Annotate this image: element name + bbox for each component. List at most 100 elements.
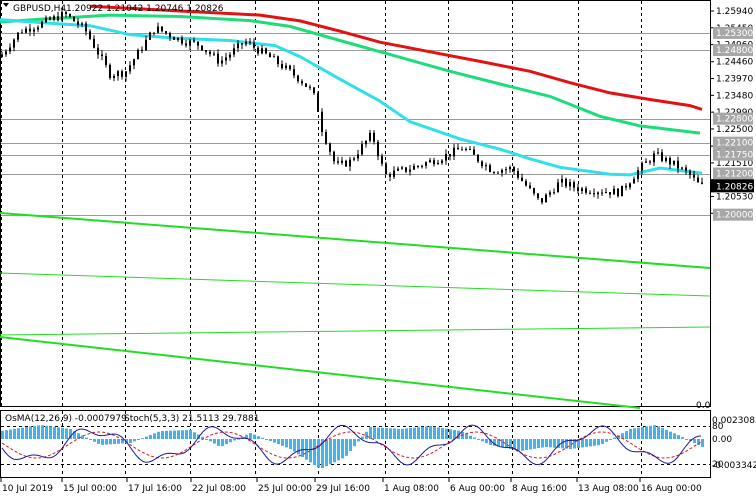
- osma-bar: [577, 439, 580, 448]
- candle-body: [185, 43, 187, 46]
- level-price-label: 1.22800: [716, 115, 753, 125]
- osma-bar: [337, 439, 340, 461]
- osma-bar: [557, 439, 560, 449]
- osma-bar: [153, 433, 156, 439]
- osma-bar: [173, 430, 176, 439]
- osma-bar: [77, 433, 80, 439]
- time-tick-label: 29 Jul 16:00: [316, 484, 370, 494]
- osma-bar: [5, 430, 8, 439]
- candle-body: [333, 151, 335, 162]
- candle-body: [661, 152, 663, 161]
- candle-body: [73, 16, 75, 22]
- candle-body: [357, 154, 359, 159]
- osma-bar: [409, 428, 412, 439]
- osma-bar: [509, 439, 512, 449]
- osma-bar: [65, 428, 68, 439]
- osma-bar: [377, 427, 380, 439]
- candle-body: [461, 149, 463, 151]
- candle-body: [69, 14, 71, 17]
- dropdown-arrow-icon: [3, 3, 9, 7]
- time-tick-label: 6 Aug 00:00: [450, 484, 505, 494]
- osma-bar: [669, 431, 672, 439]
- osma-bar: [257, 436, 260, 439]
- channel-mid-upper-line: [0, 272, 711, 297]
- candle-body: [25, 28, 27, 33]
- osma-bar: [261, 437, 264, 439]
- candle-body: [77, 21, 79, 25]
- price-axis[interactable]: 1.259401.254501.249601.244601.239701.234…: [696, 7, 754, 411]
- candle-body: [173, 37, 175, 40]
- osma-bar: [445, 428, 448, 439]
- candle-body: [29, 28, 31, 32]
- candle-body: [193, 40, 195, 42]
- osma-bar: [121, 439, 124, 444]
- candle-body: [497, 172, 499, 174]
- osma-bar: [233, 439, 236, 441]
- candle-body: [45, 17, 47, 22]
- osma-bar: [265, 439, 268, 440]
- price-candles: [1, 9, 703, 205]
- candle-body: [309, 86, 311, 88]
- osma-bar: [145, 436, 148, 439]
- osma-bar: [397, 428, 400, 439]
- candle-body: [493, 171, 495, 173]
- osma-bar: [357, 439, 360, 442]
- candle-body: [477, 154, 479, 162]
- osma-bar: [13, 428, 16, 439]
- osma-bar: [393, 428, 396, 439]
- candle-body: [393, 170, 395, 177]
- level-price-label: 1.20000: [716, 211, 753, 221]
- candle-body: [597, 192, 599, 195]
- osma-bar: [309, 439, 312, 463]
- osma-bar: [465, 433, 468, 439]
- candle-body: [465, 149, 467, 151]
- osma-bar: [521, 439, 524, 451]
- osma-bar: [585, 439, 588, 447]
- candle-body: [385, 163, 387, 175]
- candle-body: [101, 54, 103, 56]
- candle-body: [473, 149, 475, 155]
- candle-body: [105, 55, 107, 65]
- osma-bar: [109, 439, 112, 445]
- osma-bar: [613, 437, 616, 439]
- candle-body: [97, 47, 99, 55]
- candle-body: [481, 161, 483, 167]
- osma-bar: [137, 439, 140, 440]
- indicator-tick-label: -0.00334227: [712, 461, 756, 471]
- osma-bar: [641, 427, 644, 439]
- candle-body: [389, 174, 391, 177]
- osma-bar: [469, 435, 472, 439]
- candle-body: [337, 161, 339, 163]
- osma-bar: [413, 427, 416, 439]
- candle-body: [273, 56, 275, 58]
- candle-body: [429, 160, 431, 163]
- candle-body: [21, 32, 23, 34]
- osma-bar: [645, 426, 648, 439]
- ema-200-line: [89, 4, 703, 111]
- scale-marker-label: 0.0: [696, 401, 711, 411]
- candle-body: [517, 171, 519, 178]
- osma-bar: [449, 429, 452, 439]
- candle-body: [133, 59, 135, 66]
- osma-bar: [209, 439, 212, 442]
- osma-bar: [93, 439, 96, 442]
- candle-body: [281, 63, 283, 69]
- candle-body: [601, 192, 603, 194]
- osma-bar: [345, 439, 348, 456]
- candle-body: [277, 56, 279, 64]
- osma-bar: [125, 439, 128, 444]
- candle-body: [181, 37, 183, 44]
- osma-bar: [425, 426, 428, 439]
- osma-bar: [273, 439, 276, 443]
- osma-bar: [385, 428, 388, 439]
- candle-body: [453, 147, 455, 157]
- osma-bar: [677, 435, 680, 439]
- price-tick-label: 1.23970: [716, 75, 753, 85]
- osma-bar: [41, 425, 44, 439]
- time-axis[interactable]: 10 Jul 2019 15 Jul 00:00 17 Jul 16:00 22 Ju…: [0, 478, 702, 494]
- candle-body: [701, 182, 703, 184]
- candle-body: [633, 178, 635, 184]
- osma-bar: [193, 432, 196, 439]
